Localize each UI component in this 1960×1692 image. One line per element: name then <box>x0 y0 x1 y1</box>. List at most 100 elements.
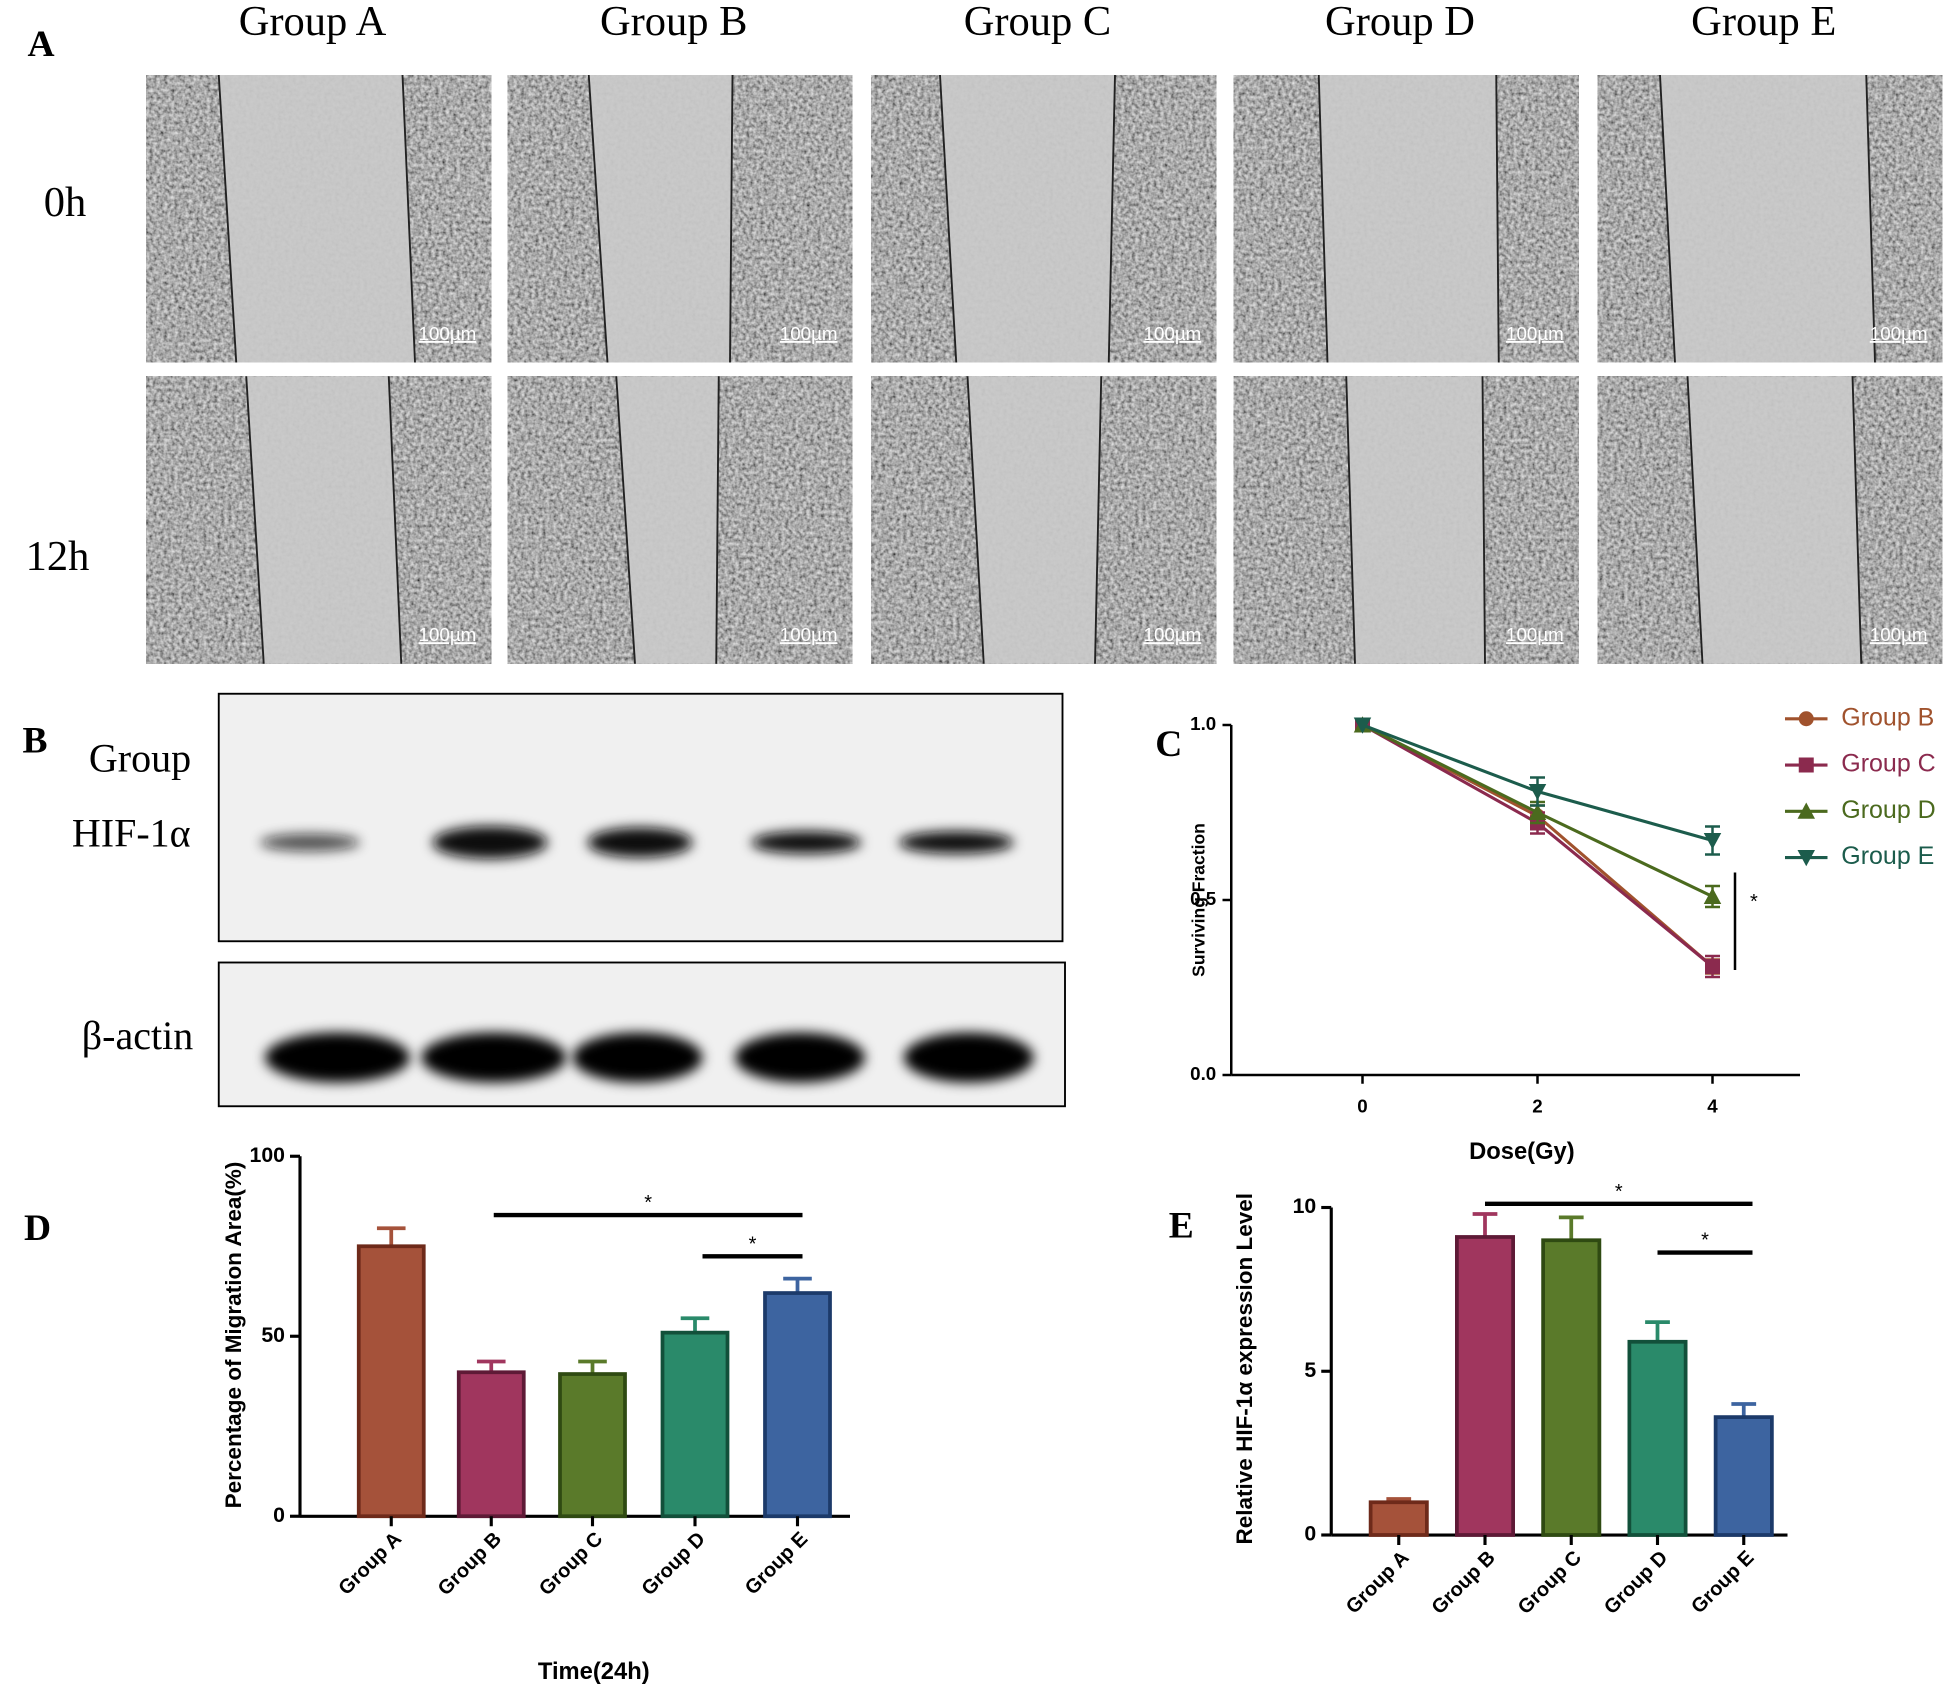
panel-label: A <box>28 24 55 65</box>
scale-bar-label: 100µm <box>780 624 838 645</box>
error-bar <box>783 1276 812 1294</box>
scale-bar-label: 100µm <box>419 624 477 645</box>
legend-marker <box>1797 802 1815 819</box>
wound-edge <box>387 376 403 664</box>
blot-band <box>751 831 862 854</box>
bar <box>1368 1500 1429 1537</box>
panel-label: E <box>1169 1205 1194 1246</box>
blot-band <box>572 1032 703 1083</box>
blot-band <box>898 831 1014 854</box>
band-label: β-actin <box>82 1013 193 1058</box>
legend-label: Group B <box>1841 703 1934 731</box>
blot-band <box>260 833 360 852</box>
x-tick-label: Group D <box>638 1528 710 1600</box>
point <box>1528 803 1547 820</box>
x-tick-label: 0 <box>1357 1095 1367 1116</box>
error-bar <box>376 1226 406 1247</box>
wound-edge <box>1481 376 1486 664</box>
bar <box>763 1291 832 1519</box>
bar <box>558 1372 627 1519</box>
wound-edge <box>1659 74 1676 363</box>
wound-edge <box>245 376 265 664</box>
point <box>1703 887 1722 904</box>
y-tick-label: 0 <box>273 1503 285 1527</box>
x-tick-label: Group C <box>535 1528 607 1600</box>
bar <box>660 1330 730 1519</box>
x-tick-label: Group A <box>334 1528 406 1600</box>
x-tick-label: Group B <box>434 1528 506 1600</box>
blot-frame <box>217 692 1064 943</box>
wound-edge <box>939 74 958 363</box>
wound-edge <box>1495 74 1500 363</box>
y-tick-label: 50 <box>261 1323 285 1347</box>
error-bar <box>1645 1320 1670 1342</box>
wound-gap <box>218 75 415 363</box>
x-axis-title: Time(24h) <box>538 1658 650 1685</box>
band-label: HIF-1α <box>72 811 191 856</box>
bar <box>356 1244 426 1519</box>
scale-bar-label: 100µm <box>1506 323 1564 344</box>
scale-bar-label: 100µm <box>780 323 838 344</box>
significance-label: * <box>644 1192 652 1214</box>
legend-label: Group D <box>1841 796 1935 824</box>
x-tick-label: 4 <box>1707 1095 1718 1116</box>
point <box>1353 717 1372 734</box>
blot-band <box>265 1032 410 1083</box>
scale-bar-label: 100µm <box>1144 624 1202 645</box>
scale-bar-label: 100µm <box>1144 323 1202 344</box>
wound-gap <box>616 376 719 664</box>
x-tick-label: 2 <box>1532 1095 1542 1116</box>
wound-gap <box>246 376 402 664</box>
significance-label: * <box>749 1233 757 1255</box>
scale-bar-label: 100µm <box>1506 624 1564 645</box>
blot-header: Group <box>89 736 191 781</box>
y-tick-label: 0.0 <box>1190 1063 1216 1084</box>
wound-gap <box>940 75 1115 363</box>
y-tick-label: 10 <box>1293 1194 1317 1218</box>
error-bar <box>680 1316 710 1333</box>
y-tick-label: 5 <box>1304 1358 1316 1382</box>
y-tick-label: 0 <box>1304 1522 1316 1546</box>
y-tick-label: 0.5 <box>1190 888 1216 909</box>
wound-gap <box>967 376 1102 664</box>
point <box>1703 833 1722 850</box>
column-title: Group E <box>1691 0 1836 45</box>
y-axis-title: Surviving Fraction <box>1189 823 1209 977</box>
scale-bar-label: 100µm <box>419 323 477 344</box>
wound-edge <box>1851 376 1863 664</box>
wound-edge <box>217 74 238 363</box>
bar <box>1541 1238 1602 1537</box>
legend-marker <box>1797 850 1815 867</box>
wound-edge <box>715 376 720 664</box>
significance-label: * <box>1615 1181 1623 1203</box>
blot-band <box>421 1032 567 1083</box>
bar <box>1627 1339 1688 1537</box>
bar <box>456 1370 526 1519</box>
panel-label: B <box>22 720 47 761</box>
error-bar <box>1558 1215 1584 1241</box>
legend-label: Group C <box>1841 750 1935 778</box>
series-line <box>1361 723 1714 968</box>
row-label: 0h <box>44 179 87 226</box>
x-tick-label: Group C <box>1514 1547 1586 1619</box>
x-tick-label: Group A <box>1342 1547 1414 1619</box>
error-bar <box>1472 1212 1498 1237</box>
wound-edge <box>1345 376 1356 664</box>
point <box>1705 959 1720 974</box>
y-tick-label: 100 <box>250 1143 285 1167</box>
wound-edge <box>1686 376 1704 664</box>
significance-label: * <box>1750 891 1758 913</box>
wound-gap <box>588 75 733 363</box>
wound-edge <box>587 74 609 363</box>
y-axis-title: Percentage of Migration Area(%) <box>221 1162 246 1509</box>
wound-edge <box>729 74 734 363</box>
y-axis-title: Relative HIF-1α expression Level <box>1232 1193 1257 1544</box>
x-axis-title: Dose(Gy) <box>1469 1138 1575 1165</box>
blot-band <box>587 827 693 858</box>
wound-gap <box>1318 75 1499 363</box>
significance-label: * <box>1701 1230 1709 1252</box>
error-bar <box>578 1359 607 1375</box>
column-title: Group C <box>964 0 1112 45</box>
y-tick-label: 1.0 <box>1190 713 1216 734</box>
